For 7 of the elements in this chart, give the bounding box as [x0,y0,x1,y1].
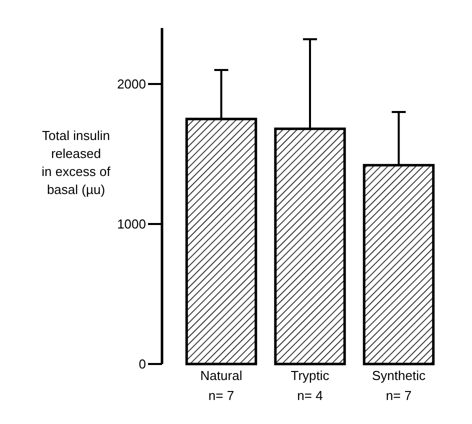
y-axis-title: Total insulin released in excess of basal (µu) [42,128,111,197]
y-tick-label: 0 [138,356,146,372]
y-tick-label: 1000 [117,216,146,232]
x-tick-label: Synthetic n= 7 [372,368,426,403]
y-tick-label: 2000 [117,76,146,92]
x-tick-label: Natural n= 7 [200,368,242,403]
x-tick-label: Tryptic n= 4 [290,368,330,403]
